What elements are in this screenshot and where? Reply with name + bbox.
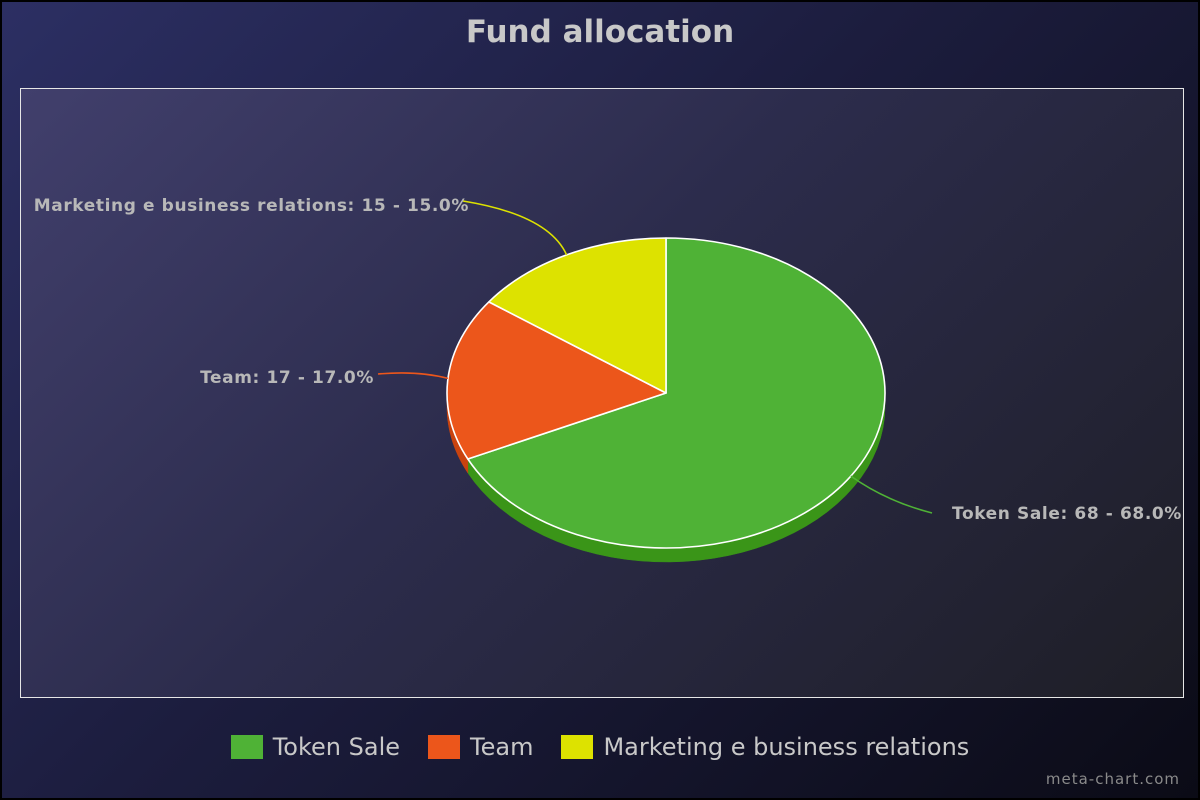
legend-item-team[interactable]: Team — [428, 733, 533, 761]
leader-line-marketing — [462, 200, 568, 256]
pie-slice-marketing[interactable] — [488, 237, 667, 394]
legend: Token Sale Team Marketing e business rel… — [2, 733, 1198, 761]
credit-text: meta-chart.com — [1045, 770, 1180, 788]
legend-swatch-token-sale — [230, 735, 263, 759]
pie-slice-team[interactable] — [446, 301, 667, 460]
chart-title: Fund allocation — [465, 14, 735, 50]
leader-line-team — [377, 372, 449, 380]
legend-swatch-marketing — [561, 735, 594, 759]
slice-label-team: Team: 17 - 17.0% — [200, 368, 374, 388]
legend-label-team: Team — [470, 733, 534, 761]
pie-slices — [446, 237, 886, 549]
slice-label-marketing: Marketing e business relations: 15 - 15.… — [34, 196, 469, 216]
legend-swatch-team — [428, 735, 461, 759]
legend-label-marketing: Marketing e business relations — [603, 733, 970, 761]
slice-labels: Token Sale: 68 - 68.0% Team: 17 - 17.0% Ma… — [34, 196, 1182, 524]
leader-line-token-sale — [850, 475, 933, 514]
legend-item-marketing[interactable]: Marketing e business relations — [561, 733, 969, 761]
slice-label-token-sale: Token Sale: 68 - 68.0% — [952, 504, 1182, 524]
legend-item-token-sale[interactable]: Token Sale — [230, 733, 401, 761]
pie-slice-token-sale[interactable] — [467, 237, 886, 549]
legend-label-token-sale: Token Sale — [272, 733, 401, 761]
